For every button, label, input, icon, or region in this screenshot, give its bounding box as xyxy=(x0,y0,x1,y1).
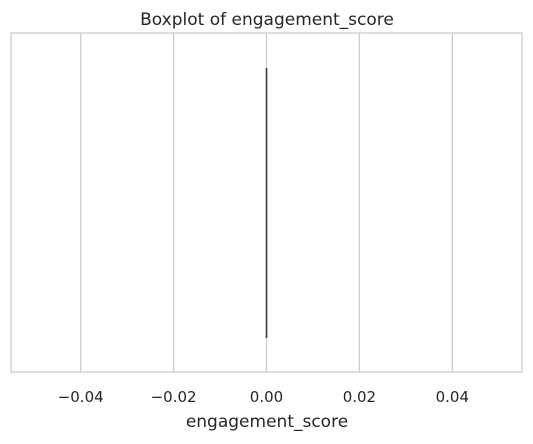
x-tick-label: −0.04 xyxy=(58,388,104,406)
x-tick-labels: −0.04 −0.02 0.00 0.02 0.04 xyxy=(58,388,469,406)
x-tick-label: 0.02 xyxy=(343,388,376,406)
x-axis-label: engagement_score xyxy=(186,412,348,432)
x-tick-label: −0.02 xyxy=(151,388,197,406)
plot-frame xyxy=(10,32,523,373)
x-tick-label: 0.04 xyxy=(436,388,469,406)
chart-title: Boxplot of engagement_score xyxy=(140,10,394,30)
x-tick-label: 0.00 xyxy=(250,388,283,406)
